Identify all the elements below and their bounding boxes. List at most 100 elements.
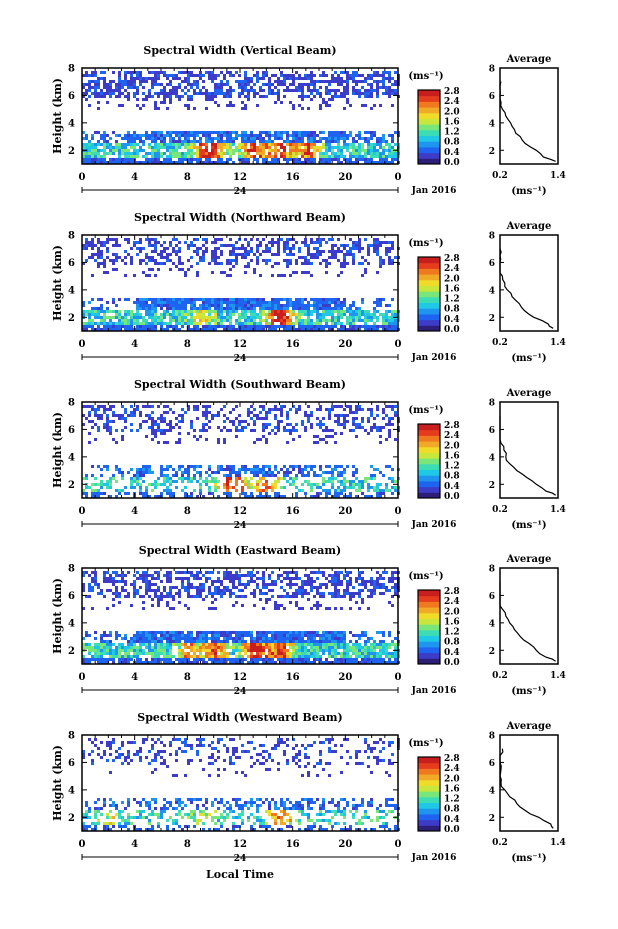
colorbar-tick-label: 0.4: [444, 315, 460, 325]
average-frame: [499, 401, 559, 499]
average-x-label: (ms⁻¹): [511, 686, 546, 697]
x-tick-label: 16: [286, 672, 300, 683]
x-tick-label: 12: [233, 339, 247, 350]
colorbar-tick-label: 1.6: [444, 117, 460, 127]
colorbar-segment: [418, 124, 440, 131]
colorbar-segment: [418, 486, 440, 493]
colorbar-segment: [418, 825, 440, 832]
colorbar-units: (ms⁻¹): [408, 571, 443, 582]
average-x-label: (ms⁻¹): [511, 520, 546, 531]
average-x-tick-label: 1.4: [550, 671, 566, 681]
colorbar-tick-label: 2.4: [444, 264, 460, 274]
average-title: Average: [506, 54, 552, 65]
x-tick-label: 0: [395, 672, 402, 683]
colorbar-segment: [418, 469, 440, 476]
colorbar-tick-label: 0.0: [444, 658, 460, 668]
colorbar-segment: [418, 590, 440, 597]
x-tick-label: 8: [184, 339, 191, 350]
colorbar-segment: [418, 762, 440, 769]
average-y-tick-label: 4: [489, 619, 495, 629]
colorbar-segment: [418, 268, 440, 275]
y-tick-label: 2: [68, 646, 75, 657]
colorbar-segment: [418, 492, 440, 499]
colorbar-segment: [418, 595, 440, 602]
x-tick-label: 4: [131, 172, 138, 183]
y-tick-label: 8: [68, 231, 75, 242]
x-tick-label: 4: [131, 672, 138, 683]
colorbar-frame: [417, 589, 441, 665]
colorbar-tick-label: 0.8: [444, 472, 460, 482]
x-tick-label: 12: [233, 172, 247, 183]
y-tick-label: 4: [68, 285, 75, 296]
colorbar-tick-label: 0.4: [444, 648, 460, 658]
colorbar-tick-label: 1.2: [444, 128, 460, 138]
average-profile-line: [499, 248, 554, 329]
colorbar-tick-label: 1.2: [444, 628, 460, 638]
colorbar-segment: [418, 629, 440, 637]
colorbar-tick-label: 0.0: [444, 325, 460, 335]
x-tick-label: 16: [286, 172, 300, 183]
y-tick-label: 8: [68, 64, 75, 75]
day-label: 24: [234, 187, 247, 197]
x-tick-label: 0: [79, 672, 86, 683]
average-profile-line: [499, 415, 556, 496]
average-x-tick-label: 0.2: [492, 505, 508, 515]
colorbar-frame: [417, 423, 441, 499]
colorbar-segment: [418, 302, 440, 309]
average-x-tick-label: 1.4: [550, 338, 566, 348]
colorbar-segment: [418, 274, 440, 281]
day-label: 24: [234, 854, 247, 864]
colorbar-tick-label: 2.0: [444, 274, 460, 284]
average-y-tick-label: 8: [489, 232, 495, 242]
average-y-tick-label: 8: [489, 565, 495, 575]
average-y-tick-label: 4: [489, 786, 495, 796]
panel-5: Spectral Width (Westward Beam) Height (km…: [51, 711, 566, 864]
x-tick-label: 16: [286, 339, 300, 350]
panel-title: Spectral Width (Vertical Beam): [143, 44, 336, 57]
y-tick-label: 2: [68, 146, 75, 157]
average-title: Average: [506, 721, 552, 732]
colorbar-segment: [418, 135, 440, 142]
colorbar-segment: [418, 291, 440, 298]
colorbar-segment: [418, 95, 440, 102]
colorbar-segment: [418, 779, 440, 786]
colorbar-segment: [418, 791, 440, 798]
colorbar-segment: [418, 819, 440, 826]
average-y-tick-label: 6: [489, 259, 495, 269]
x-tick-label: 0: [79, 339, 86, 350]
average-x-label: (ms⁻¹): [511, 186, 546, 197]
colorbar-tick-label: 0.0: [444, 158, 460, 168]
average-y-tick-label: 6: [489, 592, 495, 602]
x-tick-label: 8: [184, 839, 191, 850]
panel-4: Spectral Width (Eastward Beam) Height (km…: [51, 544, 566, 697]
colorbar-frame: [417, 89, 441, 165]
colorbar-segment: [418, 308, 440, 315]
y-tick-label: 2: [68, 813, 75, 824]
colorbar-segment: [418, 796, 440, 804]
colorbar-units: (ms⁻¹): [408, 238, 443, 249]
x-tick-label: 8: [184, 672, 191, 683]
colorbar-segment: [418, 813, 440, 821]
average-y-tick-label: 6: [489, 92, 495, 102]
y-tick-label: 6: [68, 758, 75, 769]
y-tick-label: 6: [68, 425, 75, 436]
average-y-tick-label: 8: [489, 399, 495, 409]
colorbar-segment: [418, 618, 440, 625]
colorbar-segment: [418, 441, 440, 448]
colorbar-segment: [418, 313, 440, 321]
colorbar-segment: [418, 107, 440, 114]
x-tick-label: 0: [79, 506, 86, 517]
x-tick-label: 20: [338, 172, 352, 183]
panel-title: Spectral Width (Westward Beam): [137, 711, 342, 724]
colorbar-tick-label: 2.0: [444, 441, 460, 451]
x-tick-label: 12: [233, 672, 247, 683]
average-title: Average: [506, 221, 552, 232]
y-axis-label: Height (km): [51, 245, 64, 321]
colorbar-tick-label: 1.6: [444, 784, 460, 794]
colorbar-segment: [418, 802, 440, 809]
colorbar-tick-label: 0.8: [444, 805, 460, 815]
colorbar-segment: [418, 279, 440, 286]
average-y-tick-label: 4: [489, 286, 495, 296]
x-tick-label: 0: [395, 839, 402, 850]
